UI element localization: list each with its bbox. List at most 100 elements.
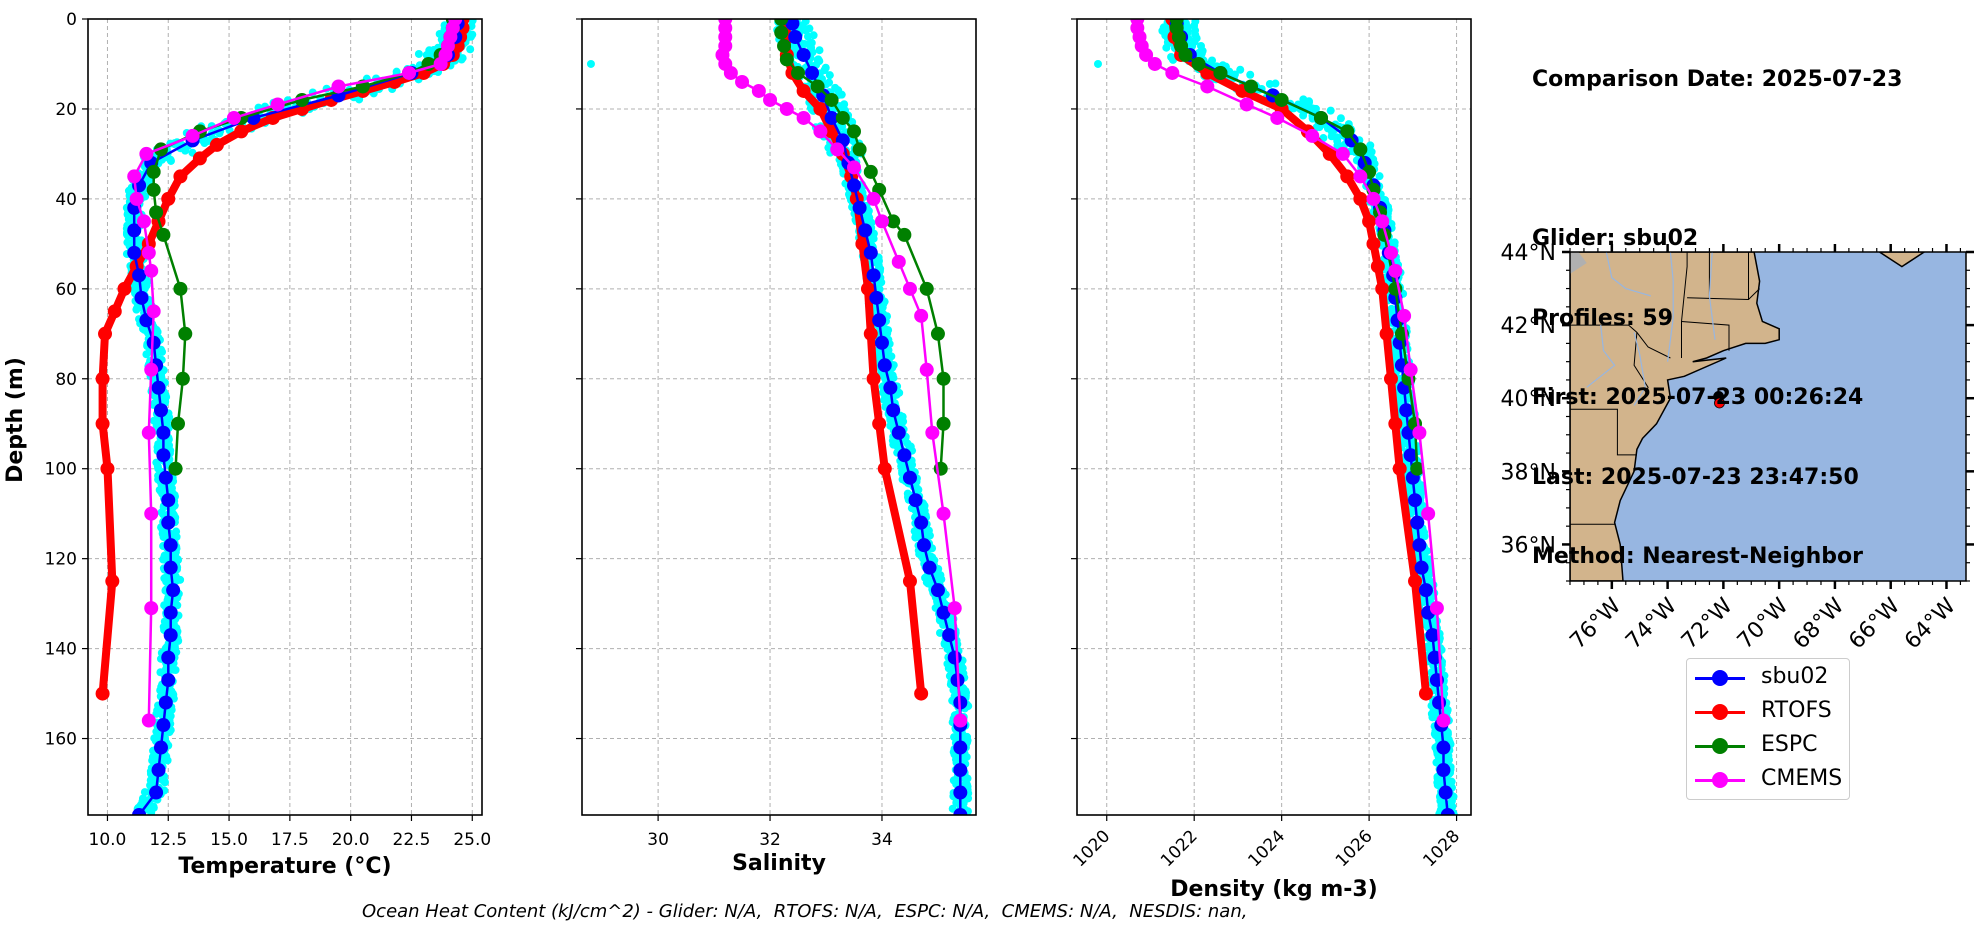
scatter-point bbox=[915, 550, 924, 559]
map-area bbox=[1570, 252, 1966, 581]
data-point bbox=[163, 628, 178, 643]
data-point bbox=[1418, 686, 1433, 701]
data-point bbox=[788, 29, 803, 44]
data-point bbox=[141, 425, 156, 440]
data-point bbox=[1408, 493, 1423, 508]
lat-tick-label: 42°N bbox=[1501, 314, 1556, 339]
data-point bbox=[805, 65, 820, 80]
data-point bbox=[156, 227, 171, 242]
data-point bbox=[146, 335, 161, 350]
x-tick-label: 1026 bbox=[1332, 826, 1377, 871]
data-point bbox=[919, 362, 934, 377]
data-point bbox=[953, 808, 968, 815]
data-point bbox=[146, 182, 161, 197]
salinity-axes: 30 32 34 bbox=[576, 18, 977, 850]
data-point bbox=[1305, 128, 1320, 143]
data-point bbox=[144, 601, 159, 616]
data-point bbox=[105, 574, 120, 589]
scatter-point bbox=[1093, 59, 1102, 68]
model-location-marker bbox=[1714, 397, 1725, 409]
series-cmems bbox=[1130, 19, 1451, 728]
data-point bbox=[173, 281, 188, 296]
data-point bbox=[1412, 425, 1427, 440]
plot-area bbox=[586, 19, 973, 815]
scatter-point bbox=[1246, 70, 1255, 79]
data-point bbox=[777, 38, 792, 53]
data-point bbox=[1436, 763, 1451, 778]
data-point bbox=[902, 470, 917, 485]
scatter-point bbox=[1190, 21, 1199, 30]
scatter-point bbox=[903, 439, 912, 448]
scatter-point bbox=[1327, 128, 1336, 137]
data-point bbox=[132, 808, 147, 815]
data-point bbox=[1191, 56, 1206, 71]
data-point bbox=[178, 326, 193, 341]
data-point bbox=[134, 290, 149, 305]
info-comparison-date: Comparison Date: 2025-07-23 bbox=[1532, 67, 1903, 92]
scatter-point bbox=[805, 24, 814, 33]
info-first: First: 2025-07-23 00:26:24 bbox=[1532, 385, 1864, 410]
data-point bbox=[846, 160, 861, 175]
data-point bbox=[1178, 47, 1193, 62]
data-point bbox=[863, 164, 878, 179]
data-point bbox=[100, 461, 115, 476]
y-tick-label: 60 bbox=[55, 280, 77, 300]
glider-profile-scatter bbox=[586, 19, 973, 815]
data-point bbox=[891, 425, 906, 440]
data-point bbox=[883, 380, 898, 395]
data-point bbox=[151, 380, 166, 395]
info-spacer bbox=[1532, 147, 1902, 174]
scatter-point bbox=[1443, 705, 1452, 714]
data-point bbox=[1370, 259, 1385, 274]
scatter-point bbox=[963, 732, 972, 741]
data-point bbox=[796, 83, 811, 98]
lon-tick-label: 74°W bbox=[1621, 593, 1682, 654]
y-tick-label: 80 bbox=[55, 370, 77, 390]
scatter-point bbox=[157, 508, 166, 517]
data-point bbox=[1379, 326, 1394, 341]
data-point bbox=[953, 785, 968, 800]
data-point bbox=[146, 164, 161, 179]
data-point bbox=[796, 47, 811, 62]
scatter-point bbox=[129, 285, 138, 294]
data-point bbox=[141, 245, 156, 260]
scatter-point bbox=[924, 579, 933, 588]
river bbox=[1667, 252, 1674, 362]
data-point bbox=[166, 583, 181, 598]
data-point bbox=[163, 560, 178, 575]
data-point bbox=[1353, 191, 1368, 206]
scatter-point bbox=[142, 281, 151, 290]
data-point bbox=[877, 461, 892, 476]
data-point bbox=[779, 101, 794, 116]
lat-tick-label: 36°N bbox=[1501, 533, 1556, 558]
data-point bbox=[156, 448, 171, 463]
lon-tick-label: 76°W bbox=[1565, 593, 1626, 654]
scatter-point bbox=[1312, 123, 1321, 132]
data-point bbox=[1375, 214, 1390, 229]
scatter-point bbox=[805, 40, 814, 49]
scatter-point bbox=[140, 788, 149, 797]
temperature-axes: 10.0 12.5 15.0 17.5 20.0 22.5 25.0 0 20 40 60 80 100… bbox=[45, 10, 492, 850]
lat-tick-label: 40°N bbox=[1501, 387, 1556, 412]
data-point bbox=[1366, 236, 1381, 251]
x-tick-label: 32 bbox=[759, 830, 781, 850]
scatter-point bbox=[878, 303, 887, 312]
data-point bbox=[874, 214, 889, 229]
data-point bbox=[897, 448, 912, 463]
legend-marker-swatch bbox=[1712, 704, 1728, 720]
data-point bbox=[175, 371, 190, 386]
data-point bbox=[852, 200, 867, 215]
data-point bbox=[914, 515, 929, 530]
state-border bbox=[1681, 252, 1688, 358]
data-point bbox=[866, 371, 881, 386]
data-point bbox=[860, 281, 875, 296]
scatter-point bbox=[152, 709, 161, 718]
data-point bbox=[1421, 506, 1436, 521]
scatter-point bbox=[809, 31, 818, 40]
series-cmems bbox=[127, 19, 463, 728]
data-point bbox=[127, 245, 142, 260]
data-point bbox=[735, 74, 750, 89]
data-point bbox=[863, 326, 878, 341]
data-point bbox=[953, 740, 968, 755]
data-point bbox=[95, 686, 110, 701]
